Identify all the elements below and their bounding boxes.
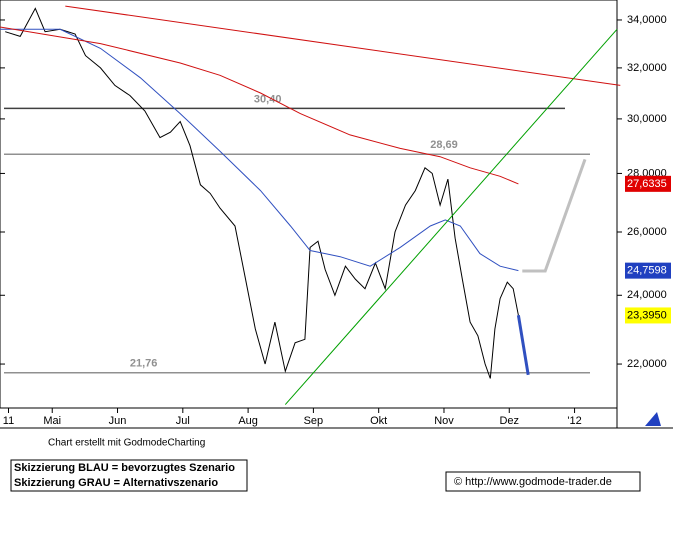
series-line (0, 28, 519, 272)
source-box (445, 471, 641, 492)
x-tick-label: Sep (304, 415, 324, 427)
series-line (65, 5, 621, 86)
x-tick-label: Jul (176, 415, 190, 427)
x-tick-label: Mai (43, 415, 61, 427)
x-tick-label: Aug (238, 415, 258, 427)
level-label: 28,69 (430, 139, 458, 151)
series-line (516, 315, 530, 376)
series-line (522, 158, 587, 273)
plot-frame (0, 0, 618, 409)
level-label: 30,40 (254, 93, 282, 105)
last-value-box (625, 262, 671, 279)
y-tick-label: 24,0000 (627, 289, 667, 301)
x-tick-label: '12 (567, 415, 581, 427)
series-line (5, 7, 519, 379)
x-tick-label: Okt (370, 415, 387, 427)
note: Skizzierung GRAU = Alternativszenario (14, 477, 218, 489)
last-value-label: 27,6335 (627, 178, 667, 190)
note-box (10, 459, 248, 492)
x-tick-label: Dez (499, 415, 519, 427)
y-tick-label: 22,0000 (627, 358, 667, 370)
source: © http://www.godmode-trader.de (454, 476, 612, 488)
last-value-label: 23,3950 (627, 309, 667, 321)
series-line (0, 26, 519, 185)
credit: Chart erstellt mit GodmodeCharting (48, 438, 205, 449)
x-tick-label: Jun (109, 415, 127, 427)
y-tick-label: 26,0000 (627, 226, 667, 238)
y-tick-label: 32,0000 (627, 62, 667, 74)
level-label: 21,76 (130, 358, 158, 370)
x-tick-label: 11 (3, 415, 14, 427)
series-line (284, 28, 618, 405)
note: Skizzierung BLAU = bevorzugtes Szenario (14, 462, 235, 474)
y-tick-label: 30,0000 (627, 113, 667, 125)
last-value-box (625, 175, 671, 192)
y-tick-label: 34,0000 (627, 14, 667, 26)
last-value-label: 24,7598 (627, 265, 667, 277)
logo-icon (645, 412, 661, 426)
last-value-box (625, 307, 671, 324)
x-tick-label: Nov (434, 415, 454, 427)
